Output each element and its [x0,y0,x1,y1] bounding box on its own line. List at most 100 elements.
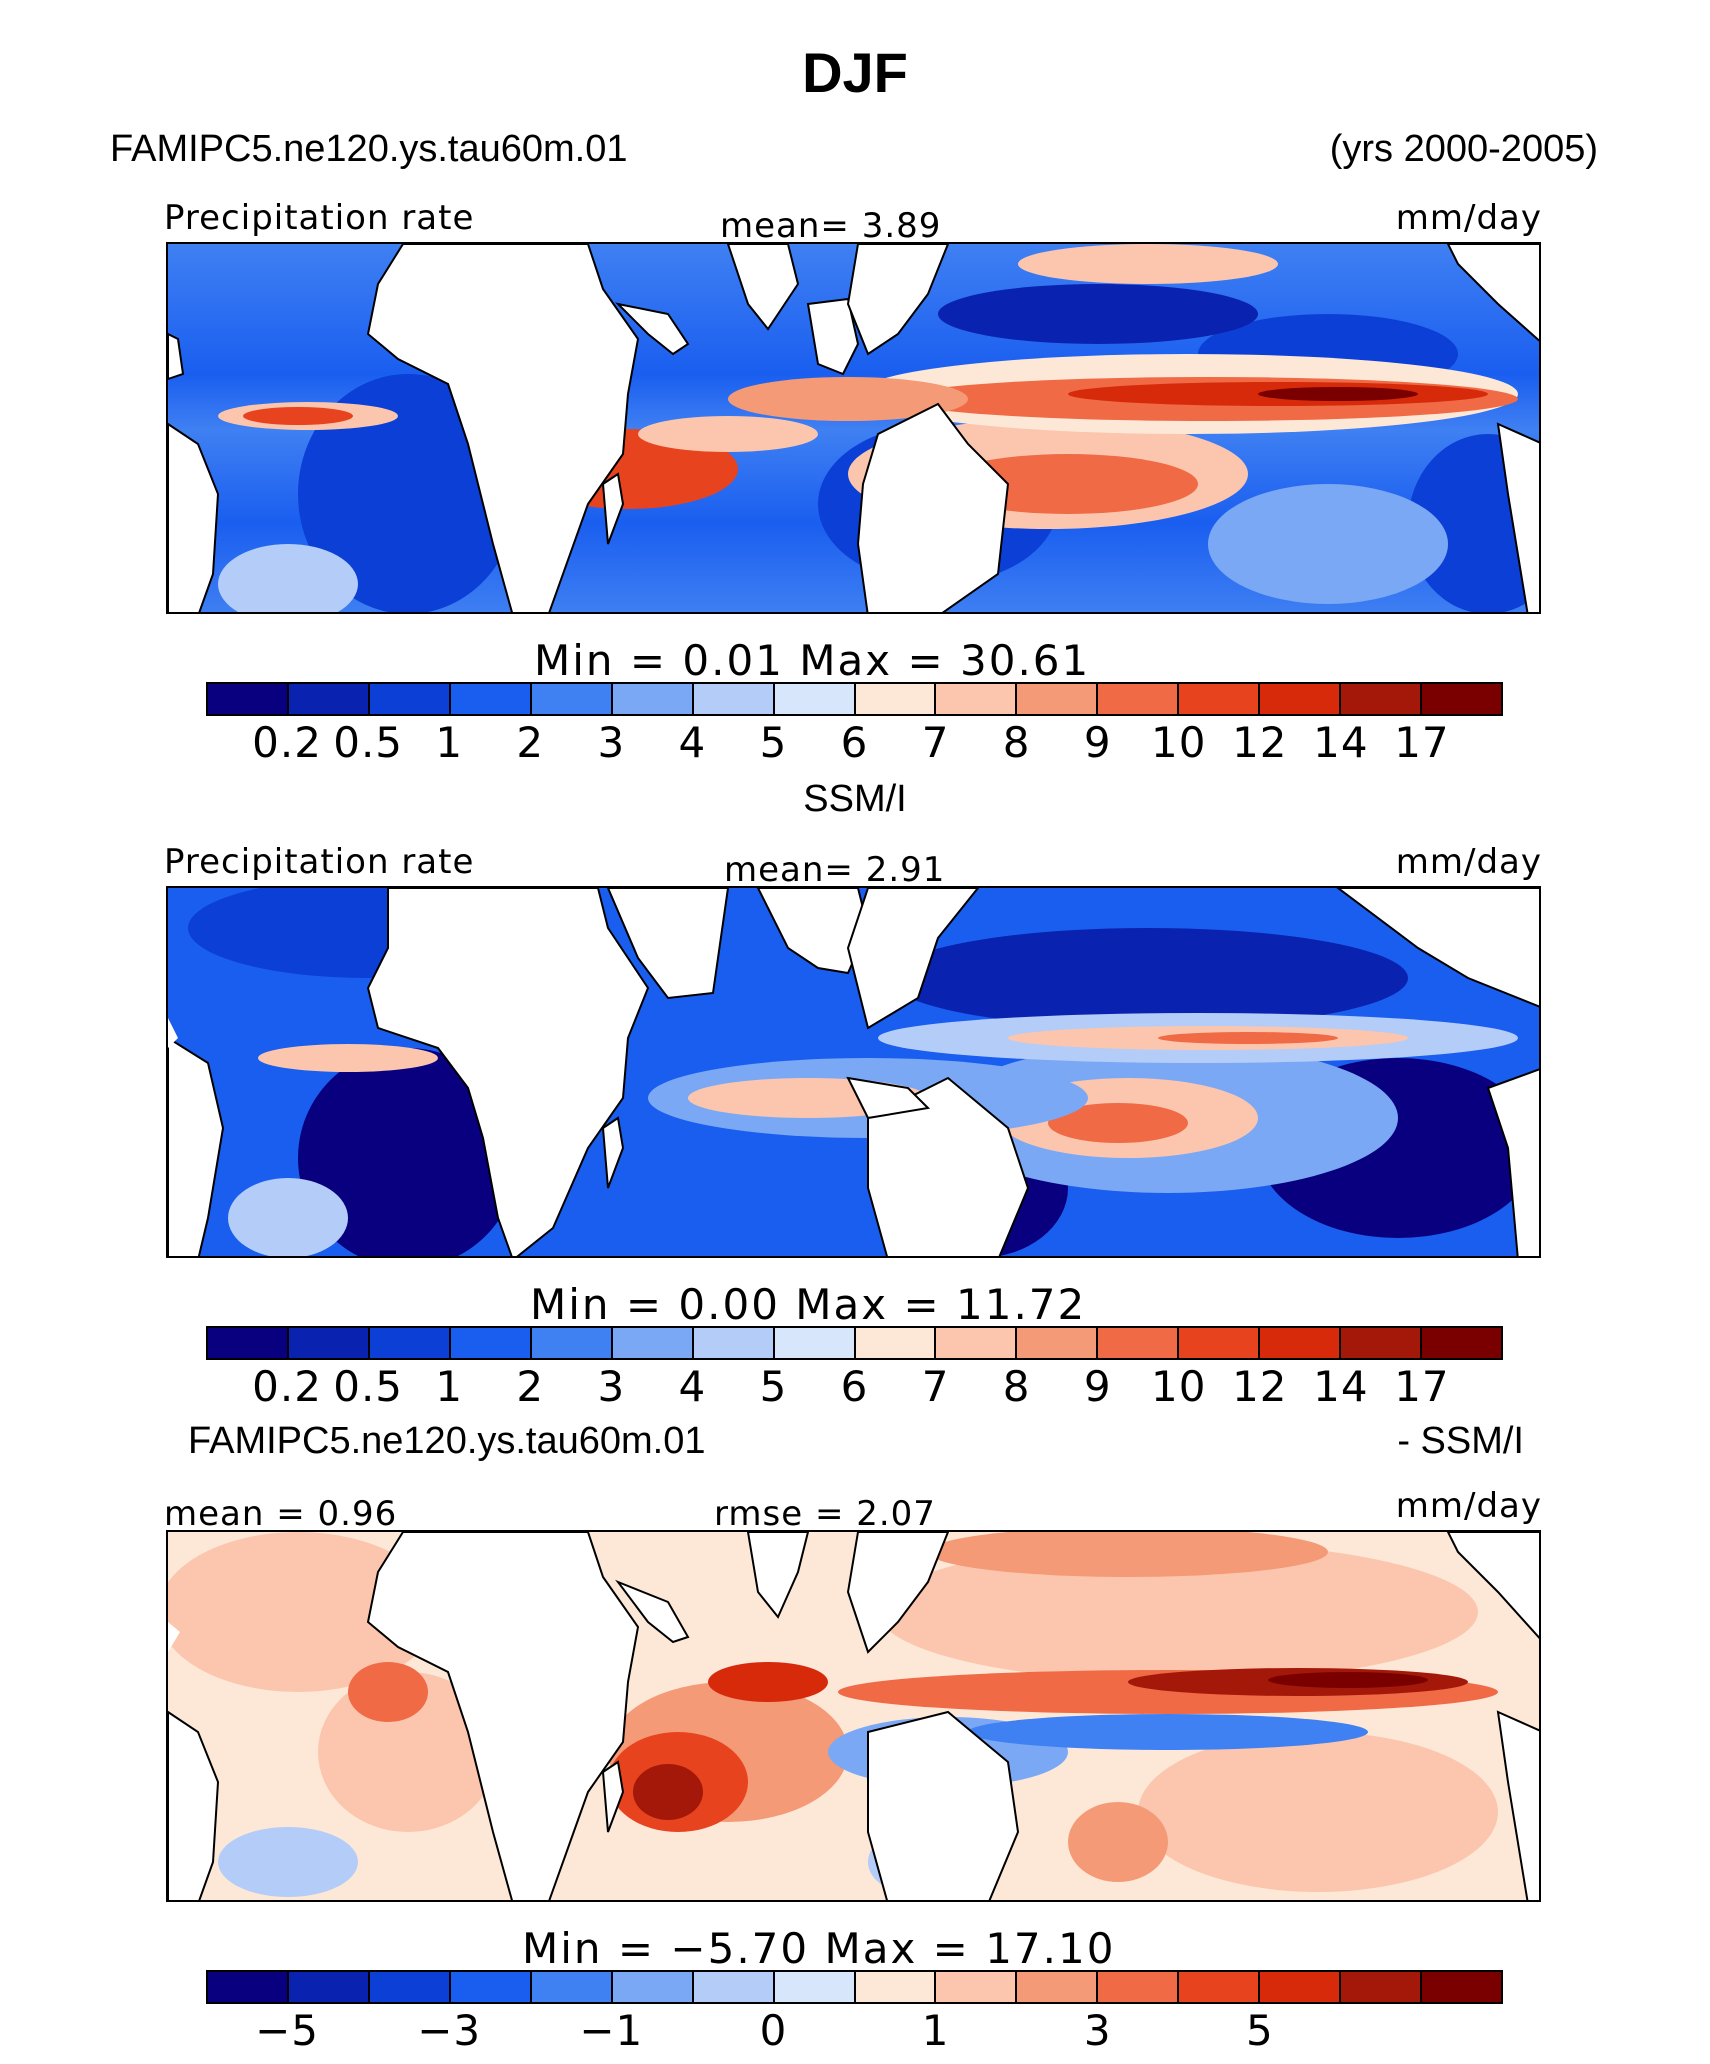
panel-3-map [166,1530,1541,1902]
colorbar-swatch [369,684,451,714]
colorbar-swatch [1422,684,1501,714]
colorbar-tick-label: 5 [759,718,788,767]
panel-1-units-label: mm/day [1395,198,1542,238]
colorbar-swatch [612,1972,694,2002]
panel-1-map-field [168,244,1539,612]
colorbar-swatch [450,1972,532,2002]
panel-1-mean-label: mean= 3.89 [720,206,942,246]
colorbar-swatch [288,684,370,714]
colorbar-swatch [1017,684,1099,714]
colorbar-tick-label: 3 [597,718,626,767]
colorbar-tick-label: 12 [1232,1362,1288,1411]
colorbar-swatch [1179,1328,1261,1358]
colorbar-tick-label: 14 [1313,718,1369,767]
panel-3-rmse-label: rmse = 2.07 [714,1494,936,1534]
colorbar-swatch [369,1328,451,1358]
panel-3-caption-left: FAMIPC5.ne120.ys.tau60m.01 [188,1420,706,1462]
colorbar-swatch [531,1972,613,2002]
colorbar-tick-label: 5 [759,1362,788,1411]
colorbar-swatch [774,1328,856,1358]
colorbar-swatch [288,1972,370,2002]
colorbar-tick-label: 0.2 [252,1362,322,1411]
colorbar-swatch [774,684,856,714]
colorbar-swatch [1179,1972,1261,2002]
panel-2-units-label: mm/day [1395,842,1542,882]
colorbar-tick-label: 0.2 [252,718,322,767]
panel-1-minmax-label: Min = 0.01 Max = 30.61 [534,636,1091,685]
colorbar-swatch [855,684,937,714]
colorbar-swatch [936,1328,1018,1358]
colorbar-swatch [1260,1328,1342,1358]
colorbar-swatch [208,684,289,714]
colorbar-tick-label: 0.5 [333,1362,404,1411]
colorbar-tick-label: 9 [1083,1362,1112,1411]
colorbar-swatch [1017,1328,1099,1358]
colorbar-tick-label: 9 [1083,718,1112,767]
colorbar-tick-label: 2 [516,1362,545,1411]
colorbar-swatch [936,1972,1018,2002]
colorbar-swatch [1179,684,1261,714]
colorbar-tick-label: 2 [516,718,545,767]
colorbar-swatch [1017,1972,1099,2002]
colorbar-swatch [855,1972,937,2002]
colorbar-tick-label: 10 [1151,718,1207,767]
colorbar-swatch [855,1328,937,1358]
colorbar-swatch [1098,1972,1180,2002]
panel-1-variable-label: Precipitation rate [164,198,475,238]
colorbar-swatch [1341,1328,1423,1358]
colorbar-swatch [450,684,532,714]
colorbar-tick-label: 10 [1151,1362,1207,1411]
panel-3-minmax-label: Min = −5.70 Max = 17.10 [522,1924,1116,1973]
panel-3-mean-label: mean = 0.96 [164,1494,398,1534]
colorbar-tick-label: −1 [579,2006,644,2055]
years-label: (yrs 2000-2005) [1329,128,1598,170]
colorbar-swatch [693,1328,775,1358]
colorbar-swatch [693,684,775,714]
colorbar-swatch [208,1972,289,2002]
colorbar-swatch [369,1972,451,2002]
colorbar-tick-label: 0 [759,2006,788,2055]
panel-2-colorbar [206,1326,1503,1360]
figure-title: DJF [802,41,908,104]
panel-2-caption: SSM/I [803,778,907,820]
panel-1-map [166,242,1541,614]
colorbar-swatch [1341,1972,1423,2002]
case-name-label: FAMIPC5.ne120.ys.tau60m.01 [110,128,628,170]
panel-2-variable-label: Precipitation rate [164,842,475,882]
panel-3-units-label: mm/day [1395,1486,1542,1526]
colorbar-tick-label: 0.5 [333,718,404,767]
colorbar-swatch [208,1328,289,1358]
panel-1-colorbar [206,682,1503,716]
colorbar-tick-label: 12 [1232,718,1288,767]
colorbar-swatch [531,1328,613,1358]
colorbar-swatch [1098,1328,1180,1358]
colorbar-tick-label: 17 [1394,718,1450,767]
panel-3-caption-right: - SSM/I [1397,1420,1524,1462]
colorbar-tick-label: 8 [1002,718,1031,767]
colorbar-tick-label: 1 [435,1362,464,1411]
colorbar-tick-label: 17 [1394,1362,1450,1411]
colorbar-tick-label: 3 [1083,2006,1112,2055]
colorbar-swatch [612,1328,694,1358]
colorbar-swatch [1260,1972,1342,2002]
colorbar-swatch [531,684,613,714]
panel-2-map [166,886,1541,1258]
colorbar-tick-label: 1 [435,718,464,767]
colorbar-swatch [1341,684,1423,714]
colorbar-swatch [936,684,1018,714]
colorbar-tick-label: −5 [255,2006,320,2055]
colorbar-swatch [1260,684,1342,714]
panel-2-map-field [168,888,1539,1256]
colorbar-swatch [693,1972,775,2002]
colorbar-tick-label: 3 [597,1362,626,1411]
colorbar-tick-label: 8 [1002,1362,1031,1411]
colorbar-swatch [1422,1328,1501,1358]
colorbar-tick-label: 14 [1313,1362,1369,1411]
panel-2-minmax-label: Min = 0.00 Max = 11.72 [530,1280,1087,1329]
colorbar-tick-label: 7 [921,1362,950,1411]
colorbar-tick-label: −3 [417,2006,482,2055]
colorbar-swatch [1098,684,1180,714]
colorbar-swatch [774,1972,856,2002]
colorbar-swatch [450,1328,532,1358]
colorbar-tick-label: 7 [921,718,950,767]
